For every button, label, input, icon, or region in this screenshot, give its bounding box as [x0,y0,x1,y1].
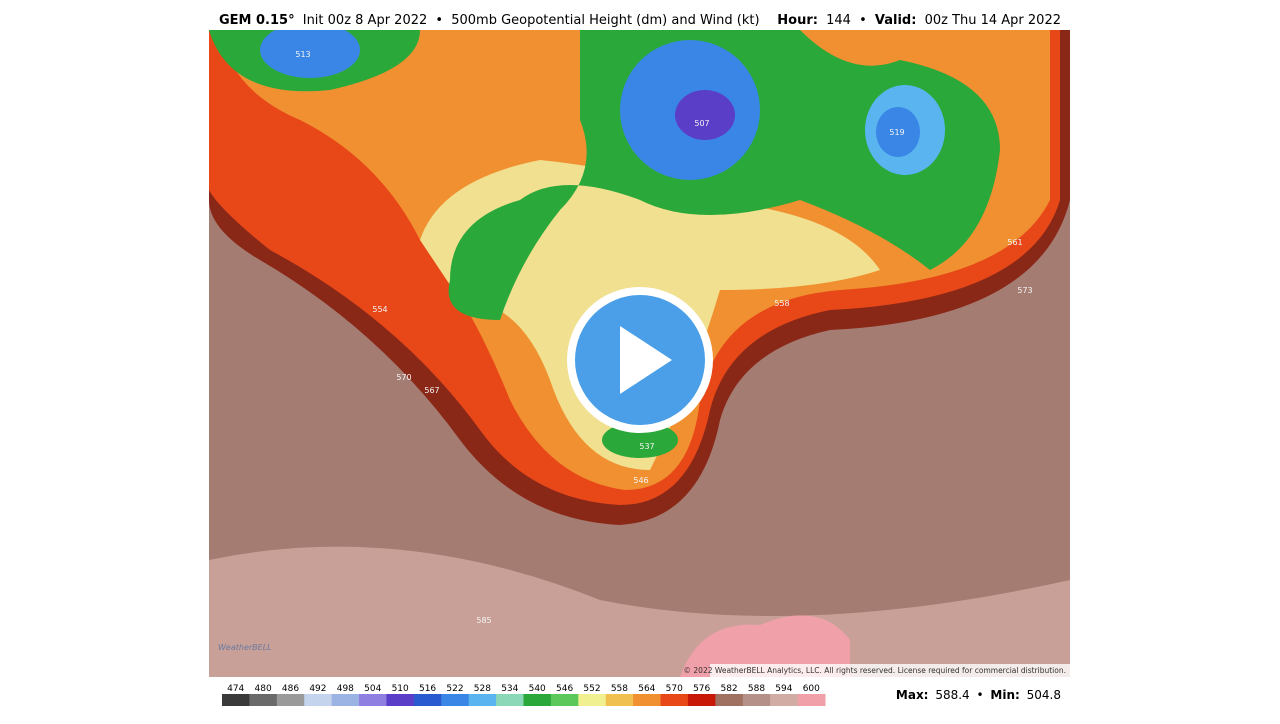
play-button[interactable] [567,287,713,433]
colorbar-tick: 576 [693,684,710,694]
colorbar-cell [222,694,250,706]
contour-label: 567 [424,386,439,395]
low-zone [876,107,920,157]
model: GEM 0.15° [219,13,295,28]
colorbar-cell [413,694,442,706]
colorbar-cell [742,694,771,706]
play-icon[interactable] [620,326,672,394]
copyright-bg [710,664,1070,677]
hour: 144 [826,13,851,28]
contour-label: 570 [396,373,411,382]
colorbar-cell [523,694,552,706]
colorbar-tick: 504 [364,684,381,694]
low-zone [602,422,678,458]
colorbar-tick: 528 [474,684,491,694]
stats: Max: 588.4 • Min: 504.8 [896,688,1061,702]
colorbar-tick: 492 [309,684,326,694]
contour-zone [448,30,1001,320]
colorbar-cell [304,694,333,706]
contour-label: 507 [694,119,709,128]
contour-label: 546 [633,476,648,485]
colorbar-tick: 582 [720,684,737,694]
copyright: © 2022 WeatherBELL Analytics, LLC. All r… [684,666,1066,675]
contour-label: 558 [774,299,789,308]
high-zone [209,546,1070,677]
colorbar-tick: 516 [419,684,436,694]
field: 500mb Geopotential Height (dm) and Wind … [451,13,759,28]
colorbar-tick: 480 [255,684,272,694]
colorbar-tick: 564 [638,684,655,694]
colorbar-cell [660,694,689,706]
separator: • [859,13,867,28]
contour-label: 537 [639,442,654,451]
high-zone [680,615,850,677]
colorbar-tick: 588 [748,684,765,694]
valid-label: Valid: [875,13,917,28]
colorbar-tick: 552 [583,684,600,694]
colorbar-tick: 522 [446,684,463,694]
colorbar-cell [249,694,278,706]
colorbar-cell [468,694,497,706]
contour-label: 573 [1017,286,1032,295]
logo: WeatherBELL [218,643,272,652]
valid: 00z Thu 14 Apr 2022 [925,13,1061,28]
colorbar-cell [496,694,524,706]
colorbar-cell [359,694,387,706]
colorbar: 474 480 486 492 498 504 510 516 522 528 534 540 546 5… [222,684,826,706]
colorbar-tick: 600 [803,684,820,694]
colorbar-tick: 540 [529,684,546,694]
colorbar-cell [578,694,607,706]
separator: • [435,13,443,28]
colorbar-tick: 570 [666,684,683,694]
colorbar-cell [770,694,799,706]
colorbar-cell [276,694,305,706]
init: Init 00z 8 Apr 2022 [303,13,428,28]
colorbar-tick: 486 [282,684,299,694]
colorbar-cell [687,694,716,706]
colorbar-cell [550,694,579,706]
min: 504.8 [1027,688,1061,702]
colorbar-tick: 546 [556,684,573,694]
contour-label: 519 [889,128,904,137]
low-zone [260,30,360,78]
min-label: Min: [990,688,1019,702]
hour-label: Hour: [777,13,818,28]
colorbar-cell [441,694,470,706]
colorbar-tick: 594 [775,684,792,694]
colorbar-tick: 534 [501,684,518,694]
contour-label: 554 [372,305,387,314]
low-zone [675,90,735,140]
colorbar-tick: 510 [392,684,409,694]
contour-label: 561 [1007,238,1022,247]
header-left: GEM 0.15° Init 00z 8 Apr 2022 • 500mb Ge… [219,13,760,28]
colorbar-cell [715,694,744,706]
max-label: Max: [896,688,929,702]
colorbar-cell [797,694,826,706]
colorbar-tick: 474 [227,684,244,694]
header-right: Hour: 144 • Valid: 00z Thu 14 Apr 2022 [777,13,1061,28]
colorbar-cell [331,694,360,706]
colorbar-cell [605,694,634,706]
colorbar-cell [386,694,415,706]
separator: • [977,688,984,702]
map: © 2022 WeatherBELL Analytics, LLC. All r… [209,30,1070,677]
contour-label: 513 [295,50,310,59]
colorbar-tick: 498 [337,684,354,694]
colorbar-cell [633,694,662,706]
colorbar-tick: 558 [611,684,628,694]
contour-label: 585 [476,616,491,625]
max: 588.4 [935,688,969,702]
contour-labels: 513 507 519 554 570 567 537 546 558 561 573 585 [295,50,1032,625]
